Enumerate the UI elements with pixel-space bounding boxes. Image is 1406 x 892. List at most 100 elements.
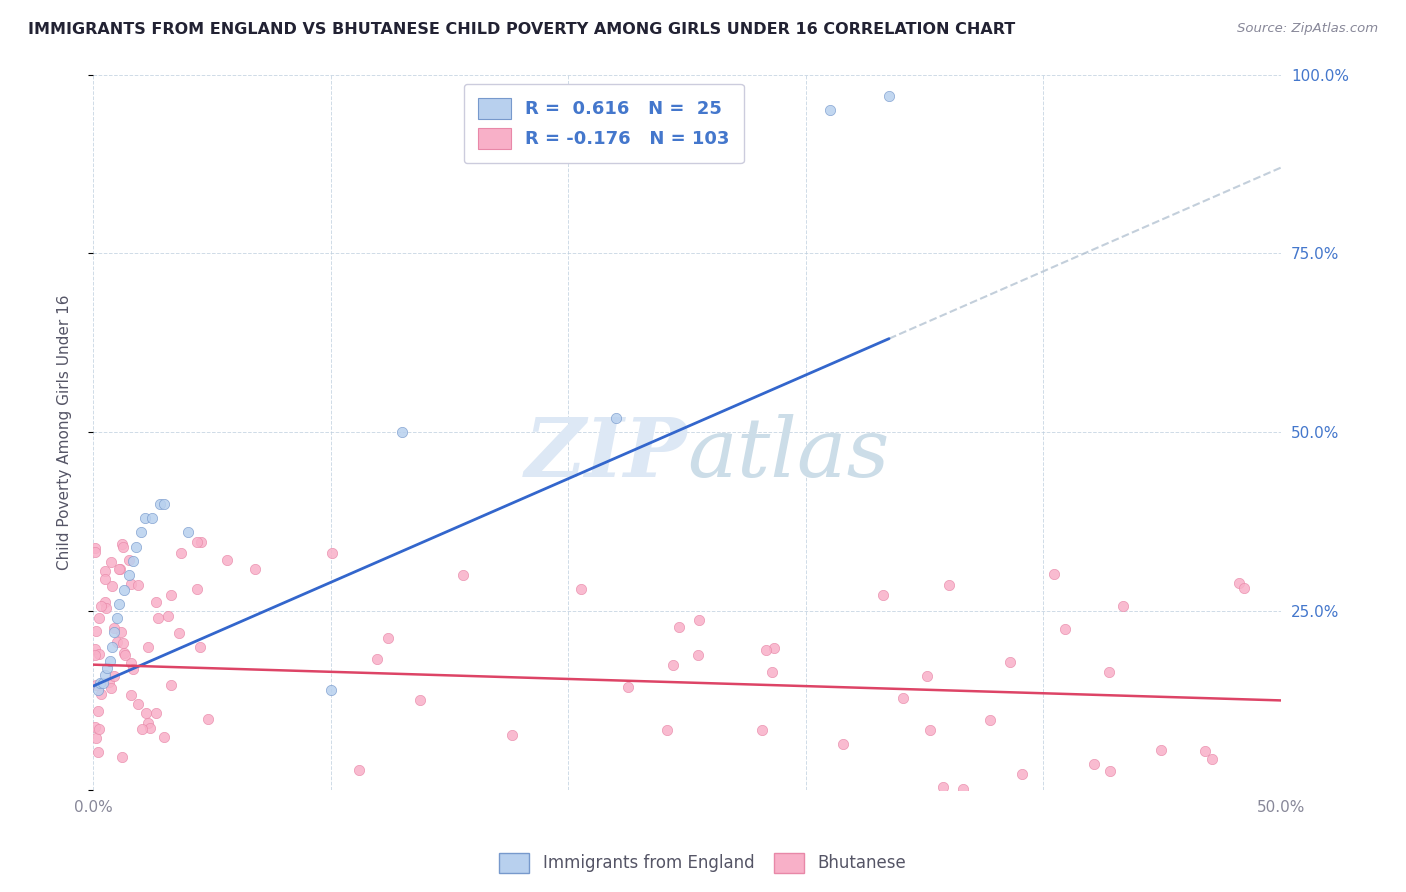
Point [998, 655, 1021, 669]
Point [120, 688, 142, 702]
Point [1201, 752, 1223, 766]
Point [94, 600, 117, 615]
Point [347, 763, 370, 777]
Point [103, 621, 125, 635]
Point [617, 681, 640, 695]
Y-axis label: Child Poverty Among Girls Under 16: Child Poverty Among Girls Under 16 [58, 294, 72, 570]
Point [668, 620, 690, 634]
Point [1227, 575, 1250, 590]
Point [98, 654, 121, 668]
Point [87, 682, 110, 697]
Point [111, 635, 134, 649]
Point [761, 665, 783, 680]
Point [122, 554, 145, 568]
Point [112, 582, 135, 597]
Point [111, 541, 134, 555]
Point [139, 721, 162, 735]
Point [84, 678, 107, 692]
Point [245, 562, 267, 576]
Point [84, 642, 107, 657]
Point [1232, 582, 1254, 596]
Point [87, 647, 110, 661]
Point [135, 706, 157, 721]
Text: atlas: atlas [688, 414, 890, 493]
Point [451, 567, 474, 582]
Point [1098, 764, 1121, 778]
Point [186, 582, 208, 596]
Point [605, 410, 627, 425]
Point [1112, 599, 1135, 613]
Point [915, 669, 938, 683]
Point [160, 677, 183, 691]
Point [153, 497, 176, 511]
Point [1194, 744, 1216, 758]
Point [148, 497, 170, 511]
Point [96, 661, 118, 675]
Point [101, 579, 124, 593]
Point [108, 562, 131, 576]
Text: IMMIGRANTS FROM ENGLAND VS BHUTANESE CHILD POVERTY AMONG GIRLS UNDER 16 CORRELAT: IMMIGRANTS FROM ENGLAND VS BHUTANESE CHI… [28, 22, 1015, 37]
Point [169, 546, 191, 560]
Point [217, 553, 239, 567]
Point [91, 675, 114, 690]
Point [110, 625, 132, 640]
Legend: R =  0.616   N =  25, R = -0.176   N = 103: R = 0.616 N = 25, R = -0.176 N = 103 [464, 84, 744, 163]
Point [129, 525, 152, 540]
Point [112, 646, 135, 660]
Point [932, 780, 955, 794]
Point [1083, 756, 1105, 771]
Point [127, 578, 149, 592]
Point [872, 589, 894, 603]
Point [94, 572, 117, 586]
Point [97, 674, 120, 689]
Point [110, 537, 132, 551]
Point [918, 723, 941, 738]
Point [90, 687, 112, 701]
Point [94, 668, 117, 682]
Point [755, 643, 778, 657]
Point [87, 610, 110, 624]
Point [655, 723, 678, 737]
Point [141, 511, 163, 525]
Point [409, 693, 432, 707]
Point [90, 599, 112, 613]
Point [136, 640, 159, 655]
Text: Source: ZipAtlas.com: Source: ZipAtlas.com [1237, 22, 1378, 36]
Point [118, 568, 141, 582]
Point [84, 648, 107, 662]
Point [94, 595, 117, 609]
Point [190, 535, 212, 549]
Point [127, 698, 149, 712]
Point [118, 553, 141, 567]
Point [86, 704, 108, 718]
Point [877, 89, 900, 103]
Point [153, 730, 176, 744]
Point [501, 728, 523, 742]
Point [177, 525, 200, 540]
Point [101, 640, 124, 654]
Point [818, 103, 841, 118]
Point [688, 613, 710, 627]
Point [391, 425, 413, 440]
Point [145, 706, 167, 720]
Point [120, 577, 142, 591]
Point [832, 737, 855, 751]
Point [100, 555, 122, 569]
Point [751, 723, 773, 738]
Point [321, 546, 343, 560]
Point [319, 682, 342, 697]
Point [1053, 622, 1076, 636]
Point [145, 595, 167, 609]
Point [103, 669, 125, 683]
Point [103, 625, 125, 640]
Point [120, 656, 142, 670]
Point [89, 722, 111, 736]
Point [84, 731, 107, 745]
Point [979, 713, 1001, 727]
Point [188, 640, 211, 654]
Point [84, 541, 107, 555]
Point [1150, 743, 1173, 757]
Point [569, 582, 592, 597]
Point [125, 540, 148, 554]
Point [893, 690, 915, 705]
